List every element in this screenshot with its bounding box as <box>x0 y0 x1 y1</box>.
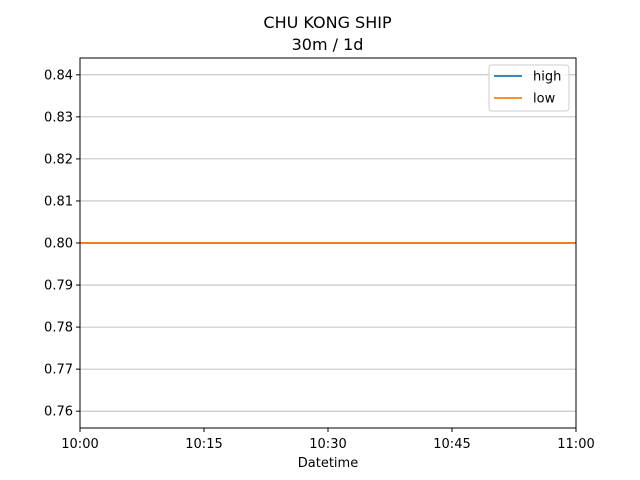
x-tick-label: 10:00 <box>61 437 98 452</box>
x-axis-label: Datetime <box>298 456 358 471</box>
x-tick-label: 10:45 <box>433 437 470 452</box>
y-tick-label: 0.78 <box>44 321 73 336</box>
y-axis: 0.76 0.77 0.78 0.79 0.80 0.81 0.82 0.83 0.84 <box>44 68 80 420</box>
y-tick-label: 0.77 <box>44 363 73 378</box>
y-tick-label: 0.79 <box>44 279 73 294</box>
y-tick-label: 0.83 <box>44 110 73 125</box>
x-tick-label: 10:15 <box>185 437 222 452</box>
x-tick-label: 10:30 <box>309 437 346 452</box>
y-tick-label: 0.82 <box>44 152 73 167</box>
x-tick-label: 11:00 <box>557 437 594 452</box>
y-tick-label: 0.76 <box>44 405 73 420</box>
legend-label-low: low <box>533 92 556 107</box>
legend: high low <box>488 64 570 112</box>
legend-label-high: high <box>533 70 561 85</box>
y-tick-label: 0.81 <box>44 194 73 209</box>
y-tick-label: 0.80 <box>44 237 73 252</box>
chart-subtitle: 30m / 1d <box>292 35 364 54</box>
x-axis: 10:00 10:15 10:30 10:45 11:00 <box>61 428 595 452</box>
y-tick-label: 0.84 <box>44 68 73 83</box>
chart-title: CHU KONG SHIP <box>263 13 392 32</box>
